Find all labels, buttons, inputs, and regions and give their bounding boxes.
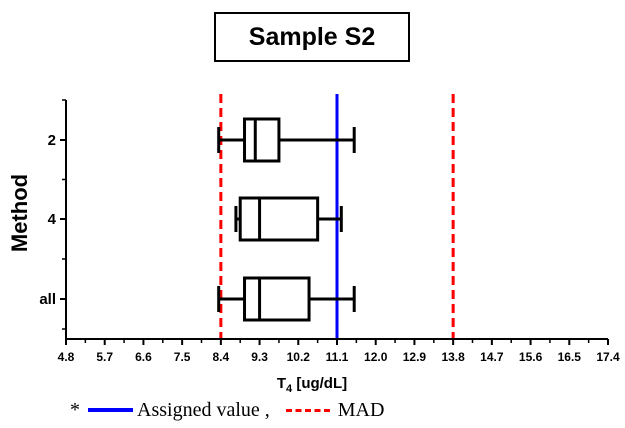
box-iqr [243,276,311,322]
legend-label-assigned-value: Assigned value , [137,398,270,421]
box-iqr [238,196,320,242]
x-tick-label: 9.3 [251,350,268,364]
y-axis-label: Method [7,173,32,253]
y-tick-label: 2 [48,132,56,149]
x-tick-label: 8.4 [213,350,230,364]
legend-swatch-mad [285,408,330,412]
x-tick-label: 12.9 [403,350,427,364]
legend-label-mad: MAD [337,398,385,421]
legend: * Assigned value , MAD [70,396,384,424]
x-tick-label: 10.2 [287,350,311,364]
x-tick-label: 7.5 [174,350,191,364]
x-tick-label: 13.8 [441,350,465,364]
y-tick-label: all [39,291,56,308]
x-tick-label: 17.4 [596,350,620,364]
x-tick-label: 5.7 [96,350,113,364]
x-tick-label: 15.6 [519,350,543,364]
x-tick-label: 12.0 [364,350,388,364]
box-iqr [243,117,281,163]
x-tick-label: 16.5 [558,350,582,364]
box-plot-4 [234,196,343,242]
x-tick-label: 14.7 [480,350,504,364]
x-tick-label: 11.1 [326,350,349,364]
legend-swatch-assigned-value [88,408,133,412]
y-tick-label: 4 [48,211,57,228]
box-plot-all [217,276,356,322]
x-tick-label: 4.8 [58,350,75,364]
x-axis-label: T4 [ug/dL] [277,375,347,395]
box-plot-2 [217,117,356,163]
legend-prefix: * [70,398,80,421]
chart-title: Sample S2 [214,12,410,62]
x-tick-label: 6.6 [135,350,152,364]
